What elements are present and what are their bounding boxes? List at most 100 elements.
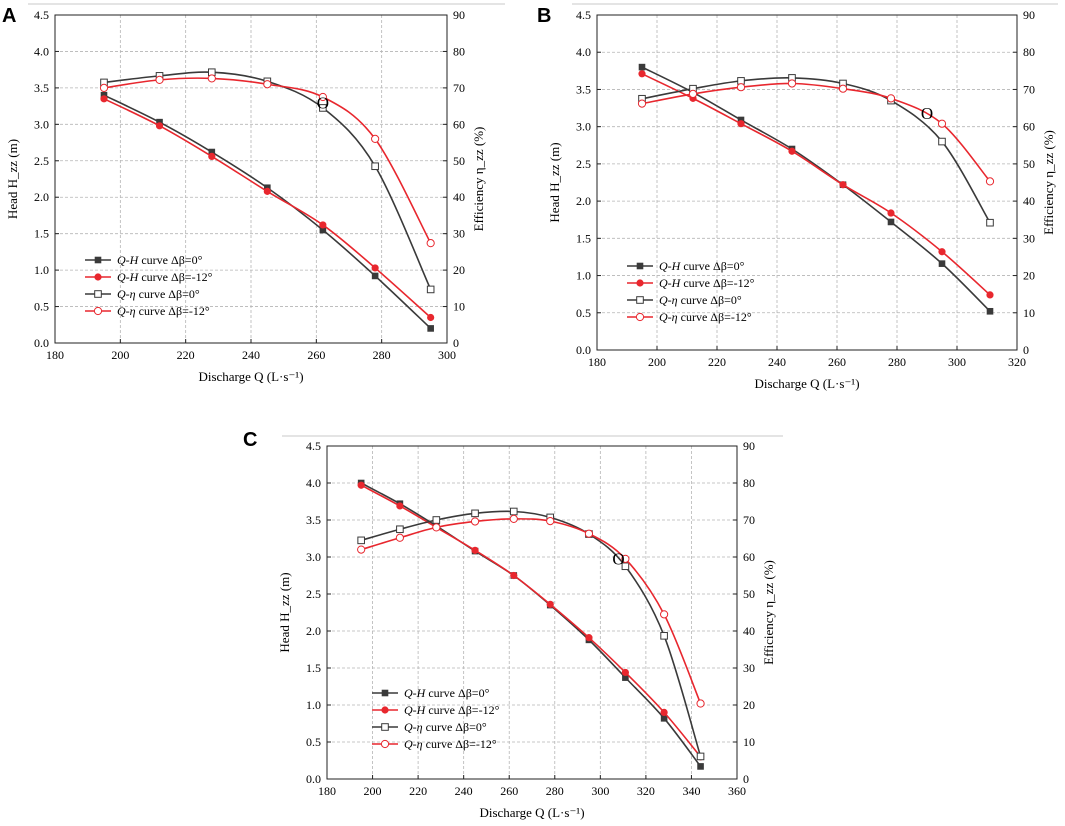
data-point (509, 507, 518, 516)
legend-entry: Q-H curve Δβ=0° (659, 259, 745, 273)
data-point (509, 514, 518, 523)
plot-frame (54, 14, 448, 344)
y2-tick-label: 30 (1023, 231, 1035, 245)
plot-frame (596, 14, 1018, 351)
x-tick-label: 220 (409, 784, 427, 798)
y-tick-label: 3.5 (576, 82, 591, 96)
y2-tick-label: 20 (453, 263, 465, 277)
legend-entry: Q-H curve Δβ=-12° (659, 276, 755, 290)
legend-swatch-marker (93, 306, 103, 316)
data-point (263, 80, 272, 89)
x-tick-label: 200 (111, 348, 129, 362)
x-tick-label: 180 (46, 348, 64, 362)
legend-prefix: Q-H (404, 686, 427, 700)
legend-swatch-marker (636, 296, 644, 304)
data-point (371, 134, 380, 144)
legend-label: curve Δβ=0° (678, 293, 742, 307)
y-tick-label: 1.5 (306, 661, 321, 675)
data-point (319, 221, 327, 229)
data-point (357, 545, 366, 554)
legend-swatch-marker (381, 723, 389, 731)
y2-tick-label: 50 (453, 154, 465, 168)
x-tick-label: 280 (373, 348, 391, 362)
y-tick-label: 2.5 (34, 154, 49, 168)
legend-entry: Q-η curve Δβ=-12° (404, 737, 497, 751)
legend-entry: Q-η curve Δβ=0° (117, 287, 200, 301)
x-tick-label: 200 (364, 784, 382, 798)
y2-tick-label: 60 (743, 550, 755, 564)
y-tick-label: 3.5 (34, 81, 49, 95)
data-point (156, 118, 163, 126)
data-point (432, 523, 441, 532)
x-tick-label: 260 (500, 784, 518, 798)
legend-swatch-marker (94, 273, 102, 281)
y-tick-label: 4.5 (34, 8, 49, 22)
legend-prefix: Q-η (404, 720, 423, 734)
legend: Q-H curve Δβ=0°Q-H curve Δβ=-12°Q-η curv… (372, 686, 500, 751)
series-4 (637, 79, 995, 186)
y-tick-label: 4.0 (306, 476, 321, 490)
legend-prefix: Q-H (659, 276, 682, 290)
x-tick-label: 240 (242, 348, 260, 362)
data-point (426, 239, 435, 248)
data-point (427, 313, 435, 322)
legend-prefix: Q-H (117, 270, 140, 284)
data-point (985, 177, 995, 186)
data-point (660, 632, 668, 640)
legend-entry: Q-H curve Δβ=-12° (117, 270, 213, 284)
series-2 (638, 70, 994, 299)
data-point (426, 285, 435, 294)
y-tick-label: 2.5 (306, 587, 321, 601)
y2-tick-label: 50 (1023, 157, 1035, 171)
legend-prefix: Q-H (404, 703, 427, 717)
y2-axis-title: Efficiency η_zz (%) (471, 127, 486, 232)
gridlines (597, 15, 1017, 350)
y2-tick-label: 70 (743, 513, 755, 527)
x-tick-label: 320 (637, 784, 655, 798)
y-tick-label: 1.0 (34, 263, 49, 277)
legend-entry: Q-η curve Δβ=-12° (659, 310, 752, 324)
data-point (886, 94, 896, 103)
y2-tick-label: 40 (453, 190, 465, 204)
y-tick-label: 0.0 (306, 772, 321, 786)
y2-tick-label: 50 (743, 587, 755, 601)
data-point (371, 272, 379, 280)
data-point (546, 600, 554, 608)
data-point (660, 610, 669, 619)
legend-label: curve Δβ=0° (138, 253, 202, 267)
y2-tick-label: 20 (743, 698, 755, 712)
data-point (638, 70, 646, 78)
series-1 (100, 91, 434, 332)
data-point (319, 226, 327, 234)
data-point (99, 83, 109, 92)
legend-entry: Q-η curve Δβ=0° (404, 720, 487, 734)
series-4 (99, 74, 435, 248)
data-point (318, 92, 327, 102)
y-tick-label: 1.5 (34, 227, 49, 241)
x-axis-title: Discharge Q (L·s⁻¹) (479, 805, 584, 820)
y2-tick-label: 10 (743, 735, 755, 749)
y2-tick-label: 0 (1023, 343, 1029, 357)
legend-label: curve Δβ=-12° (678, 310, 752, 324)
data-point (696, 752, 705, 761)
data-point (660, 715, 668, 722)
data-point (263, 187, 271, 195)
x-tick-label: 300 (948, 355, 966, 369)
data-point (937, 119, 947, 128)
data-point (264, 184, 271, 192)
data-point (432, 516, 441, 524)
data-point (696, 699, 705, 708)
legend-entry: Q-η curve Δβ=0° (659, 293, 742, 307)
legend-swatch-marker (635, 312, 645, 322)
data-point (986, 307, 994, 315)
legend-swatch-marker (636, 262, 644, 270)
data-point (396, 502, 404, 510)
y2-tick-label: 80 (453, 44, 465, 58)
y-tick-label: 2.0 (306, 624, 321, 638)
data-point (887, 209, 895, 217)
y-axis-title: Head H_zz (m) (277, 572, 292, 652)
legend-prefix: Q-η (659, 293, 678, 307)
x-tick-label: 280 (546, 784, 564, 798)
